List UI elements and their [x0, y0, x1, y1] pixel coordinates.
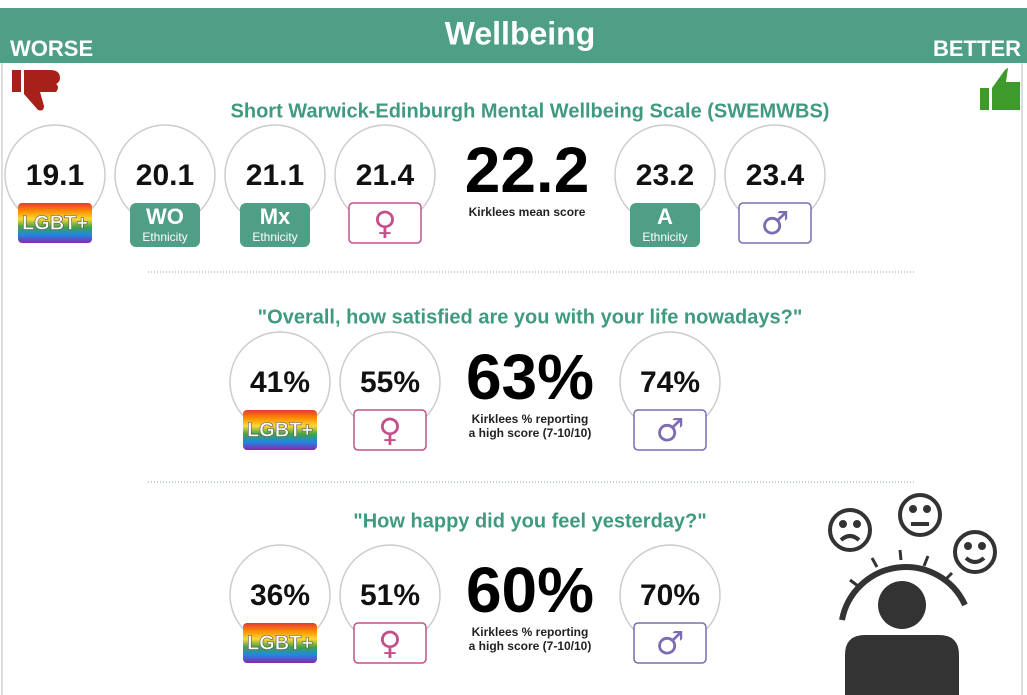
gender-symbol: ♀ [378, 411, 401, 449]
mean-caption: a high score (7-10/10) [469, 639, 592, 653]
lgbt-badge [243, 410, 317, 450]
gender-badge [348, 202, 422, 244]
gender-symbol: ♀ [378, 624, 401, 662]
mean-caption: Kirklees % reporting [472, 625, 589, 639]
badge-sub: Ethnicity [142, 230, 187, 244]
value: 74% [640, 366, 700, 399]
ethnicity-badge [240, 203, 310, 247]
header-bar [0, 8, 1027, 63]
badge-sub: Ethnicity [642, 230, 687, 244]
gender-symbol: ♀ [373, 204, 396, 242]
badge-sub: Ethnicity [252, 230, 297, 244]
badge-label: LGBT+ [22, 212, 88, 234]
mean-caption: Kirklees mean score [469, 205, 586, 219]
ethnicity-badge [130, 203, 200, 247]
thumbs-down [12, 70, 60, 111]
gender-symbol: ♂ [656, 624, 685, 662]
badge-label: Mx [260, 204, 291, 229]
lgbt-badge [243, 623, 317, 663]
ethnicity-badge [630, 203, 700, 247]
value: 41% [250, 366, 310, 399]
mood-icon [828, 493, 997, 695]
gender-symbol: ♂ [761, 204, 790, 242]
mean-value: 60% [466, 554, 594, 626]
value: 23.2 [636, 159, 694, 192]
better-label: BETTER [933, 36, 1021, 61]
gender-badge [633, 409, 707, 451]
mean-caption: Kirklees % reporting [472, 412, 589, 426]
value: 21.1 [246, 159, 304, 192]
worse-label: WORSE [10, 36, 93, 61]
badge-label: LGBT+ [247, 419, 313, 441]
value: 21.4 [356, 159, 415, 192]
gender-badge [353, 409, 427, 451]
gender-badge [353, 622, 427, 664]
value: 36% [250, 579, 310, 612]
value: 23.4 [746, 159, 805, 192]
value: 51% [360, 579, 420, 612]
mean-value: 22.2 [465, 134, 590, 206]
gender-badge [738, 202, 812, 244]
lgbt-badge [18, 203, 92, 243]
section-title: "How happy did you feel yesterday?" [353, 510, 707, 532]
gender-symbol: ♂ [656, 411, 685, 449]
section-title: Short Warwick-Edinburgh Mental Wellbeing… [231, 100, 830, 122]
value: 70% [640, 579, 700, 612]
thumbs-up [980, 68, 1020, 110]
badge-label: A [657, 204, 673, 229]
section-title: "Overall, how satisfied are you with you… [258, 306, 803, 328]
title: Wellbeing [445, 15, 596, 51]
value: 19.1 [26, 159, 84, 192]
value: 20.1 [136, 159, 194, 192]
value: 55% [360, 366, 420, 399]
badge-label: LGBT+ [247, 632, 313, 654]
gender-badge [633, 622, 707, 664]
mean-caption: a high score (7-10/10) [469, 426, 592, 440]
badge-label: WO [146, 204, 184, 229]
mean-value: 63% [466, 341, 594, 413]
